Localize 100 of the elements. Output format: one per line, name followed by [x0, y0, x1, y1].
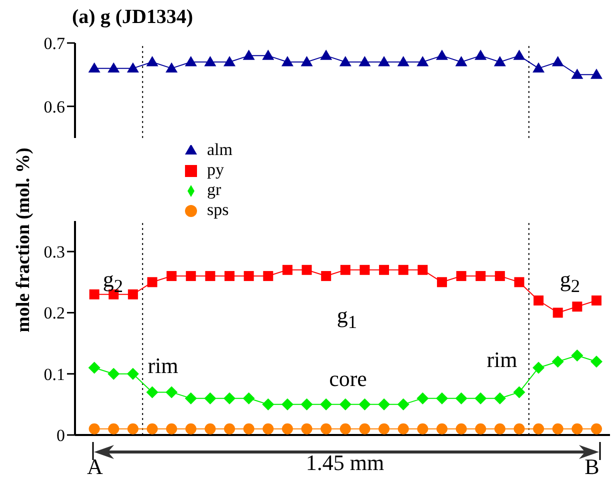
point	[494, 271, 505, 282]
point	[146, 386, 158, 398]
point	[436, 392, 448, 404]
point	[455, 56, 468, 66]
point	[242, 392, 255, 404]
point	[300, 398, 313, 410]
point	[242, 50, 255, 60]
point	[127, 423, 138, 434]
point	[378, 398, 390, 410]
annotation: core	[329, 366, 367, 391]
point	[302, 264, 312, 275]
point	[126, 368, 139, 380]
point	[571, 350, 584, 362]
point	[552, 56, 564, 66]
point	[397, 398, 410, 410]
point	[244, 271, 254, 282]
annotation: rim	[148, 353, 178, 378]
point	[456, 423, 467, 434]
point	[224, 392, 236, 404]
point	[320, 50, 332, 60]
point	[166, 62, 178, 73]
point	[88, 362, 100, 374]
legend-label: py	[207, 160, 224, 179]
point	[320, 398, 332, 410]
point	[186, 271, 196, 282]
point	[572, 302, 582, 312]
text: A	[87, 454, 103, 479]
point	[108, 423, 120, 434]
point	[262, 398, 274, 410]
annotation: g$_{1}$	[336, 302, 358, 332]
point	[418, 264, 428, 275]
point	[166, 271, 177, 282]
point	[281, 56, 294, 66]
point	[300, 56, 313, 66]
point	[532, 362, 545, 374]
point	[205, 271, 216, 282]
point	[282, 264, 292, 275]
point	[514, 423, 525, 434]
point	[533, 423, 544, 434]
annotation: rim	[486, 347, 518, 372]
point	[339, 56, 352, 66]
point	[185, 423, 196, 434]
legend-label: alm	[207, 140, 232, 159]
point	[263, 271, 274, 282]
point	[340, 264, 350, 275]
point	[552, 356, 564, 368]
point	[532, 62, 545, 73]
point	[204, 56, 216, 66]
point	[590, 356, 602, 368]
point	[513, 386, 526, 398]
point	[204, 423, 216, 434]
point	[320, 423, 332, 434]
legend-label: sps	[207, 200, 229, 219]
point	[358, 398, 371, 410]
point	[456, 271, 466, 282]
point	[591, 295, 602, 306]
point	[224, 56, 236, 66]
point	[358, 56, 371, 66]
point	[224, 271, 235, 282]
point	[571, 68, 584, 79]
point	[436, 50, 448, 60]
point	[552, 308, 563, 318]
point	[552, 423, 564, 434]
point	[359, 423, 370, 434]
point	[534, 295, 544, 306]
point	[378, 423, 390, 434]
point	[126, 62, 139, 73]
point	[108, 62, 120, 73]
point	[89, 289, 100, 300]
point	[224, 423, 236, 434]
point	[262, 50, 274, 60]
point	[166, 386, 178, 398]
point	[146, 423, 158, 434]
point	[88, 62, 100, 73]
point	[436, 277, 447, 288]
y-tick-label: 0	[56, 426, 65, 446]
y-tick-label: 0.3	[44, 242, 65, 262]
point	[108, 368, 120, 380]
y-tick-label: 0.1	[44, 364, 65, 384]
point	[513, 50, 526, 60]
point	[590, 423, 602, 434]
point	[494, 392, 506, 404]
point	[204, 392, 216, 404]
point	[282, 423, 293, 434]
annotation: g$_{2}$	[560, 266, 580, 296]
point	[416, 56, 429, 66]
point	[88, 423, 100, 434]
annotation: g$_{2}$	[102, 266, 124, 296]
point	[494, 56, 506, 66]
point	[417, 423, 428, 434]
point	[398, 264, 408, 275]
text: B	[584, 454, 600, 479]
point	[166, 423, 178, 434]
point	[494, 423, 506, 434]
y-tick-label: 0.2	[44, 304, 65, 323]
y-axis-title: mole fraction (mol. %)	[13, 148, 35, 332]
point	[243, 423, 254, 434]
y-tick-label: 0.7	[44, 34, 66, 54]
point	[184, 56, 197, 66]
point	[379, 264, 390, 275]
